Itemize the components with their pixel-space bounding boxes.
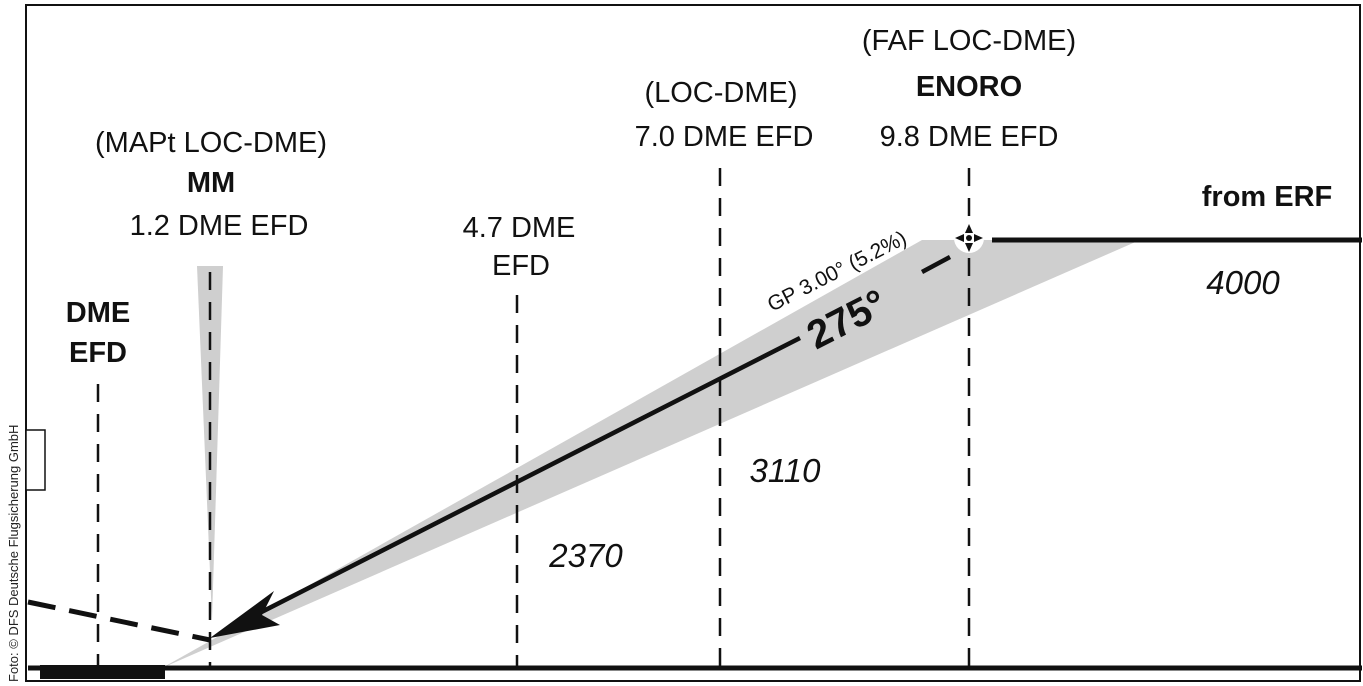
from-erf-label: from ERF xyxy=(1202,181,1333,213)
reference-box xyxy=(25,429,46,491)
dme-label-1: DME xyxy=(66,297,130,329)
faf-label-1: (FAF LOC-DME) xyxy=(862,25,1076,57)
locdme-label-2: 7.0 DME EFD xyxy=(635,121,814,153)
glidepath-dash xyxy=(920,255,952,274)
dme-label-2: EFD xyxy=(69,337,127,369)
glidepath-line xyxy=(230,335,802,630)
dme47-label-2: EFD xyxy=(492,250,550,282)
photo-credit: Foto: © DFS Deutsche Flugsicherung GmbH xyxy=(6,425,21,682)
faf-cross-icon xyxy=(954,223,984,253)
glidepath-arrowhead xyxy=(210,591,280,638)
faf-label-2: ENORO xyxy=(916,71,1022,103)
mapt-label-2: MM xyxy=(187,167,235,199)
faf-label-3: 9.8 DME EFD xyxy=(880,121,1059,153)
altitude-3110: 3110 xyxy=(750,452,822,489)
missed-approach-line xyxy=(27,599,211,643)
glidepath-protection-area xyxy=(162,240,1140,668)
mapt-label-3: 1.2 DME EFD xyxy=(130,210,309,242)
altitude-2370: 2370 xyxy=(548,537,623,574)
altitude-4000: 4000 xyxy=(1206,264,1280,301)
mapt-label-1: (MAPt LOC-DME) xyxy=(95,127,327,159)
chart-frame xyxy=(25,4,1361,682)
dme47-label-1: 4.7 DME xyxy=(463,212,576,244)
mapt-protection-area xyxy=(197,266,223,620)
runway xyxy=(40,665,165,679)
locdme-label-1: (LOC-DME) xyxy=(644,77,797,109)
